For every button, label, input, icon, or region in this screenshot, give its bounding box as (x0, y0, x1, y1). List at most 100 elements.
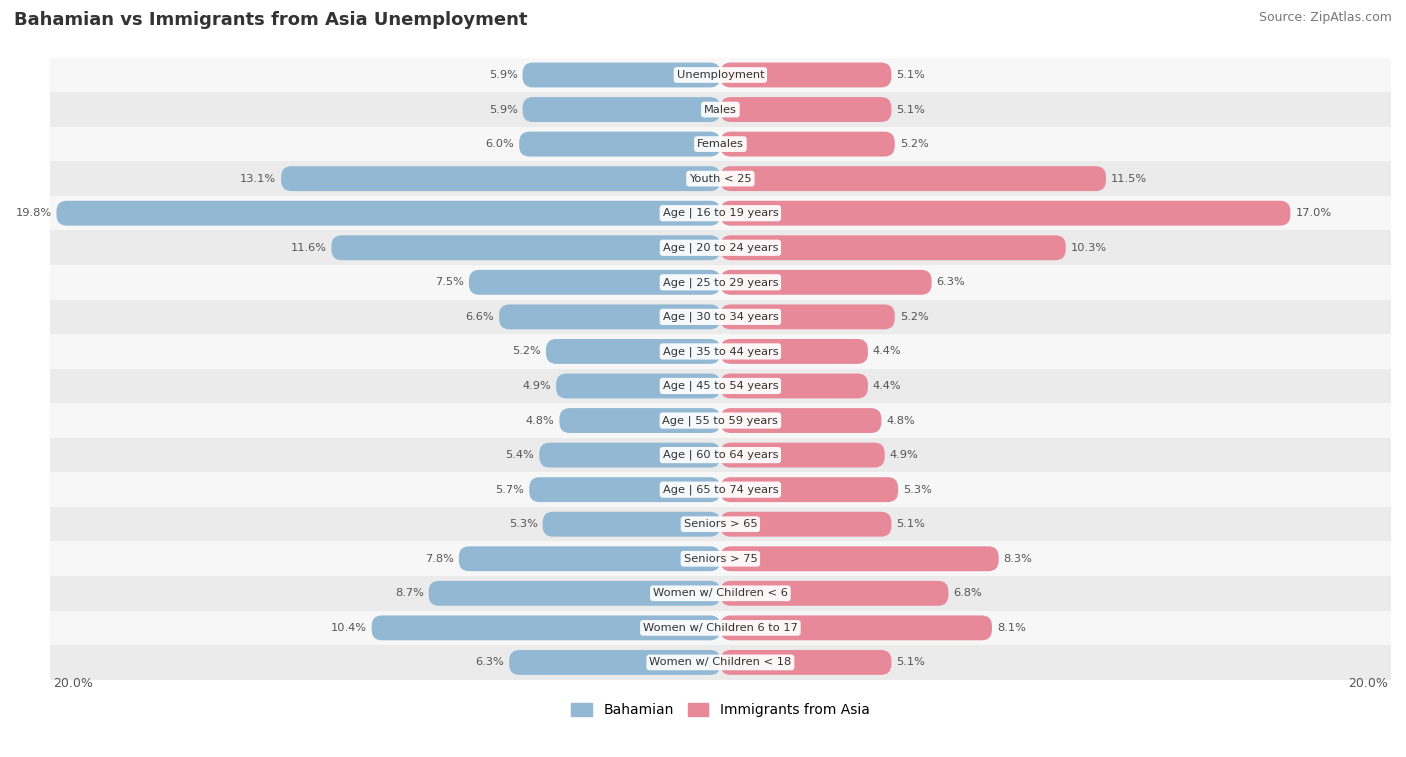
FancyBboxPatch shape (332, 235, 720, 260)
Text: Age | 55 to 59 years: Age | 55 to 59 years (662, 416, 779, 425)
Text: 10.4%: 10.4% (330, 623, 367, 633)
FancyBboxPatch shape (720, 270, 932, 294)
FancyBboxPatch shape (720, 547, 998, 572)
Text: 5.1%: 5.1% (897, 657, 925, 668)
Bar (49, 645, 1391, 680)
Text: 20.0%: 20.0% (1348, 678, 1388, 690)
FancyBboxPatch shape (468, 270, 720, 294)
Bar (49, 507, 1391, 541)
Text: 5.2%: 5.2% (900, 312, 928, 322)
FancyBboxPatch shape (720, 97, 891, 122)
Bar (49, 127, 1391, 161)
Text: 17.0%: 17.0% (1295, 208, 1331, 218)
Text: 5.1%: 5.1% (897, 519, 925, 529)
FancyBboxPatch shape (529, 477, 720, 502)
Text: 10.3%: 10.3% (1071, 243, 1107, 253)
Text: Women w/ Children < 18: Women w/ Children < 18 (650, 657, 792, 668)
FancyBboxPatch shape (720, 373, 868, 398)
Bar (49, 265, 1391, 300)
FancyBboxPatch shape (720, 132, 894, 157)
Text: 5.3%: 5.3% (509, 519, 537, 529)
FancyBboxPatch shape (560, 408, 720, 433)
Text: Males: Males (704, 104, 737, 114)
Text: 4.4%: 4.4% (873, 347, 901, 357)
Text: 6.3%: 6.3% (936, 277, 966, 288)
Text: 5.7%: 5.7% (495, 484, 524, 494)
Text: Age | 25 to 29 years: Age | 25 to 29 years (662, 277, 778, 288)
FancyBboxPatch shape (720, 512, 891, 537)
Text: Age | 20 to 24 years: Age | 20 to 24 years (662, 242, 778, 253)
FancyBboxPatch shape (720, 304, 894, 329)
Text: 20.0%: 20.0% (53, 678, 93, 690)
FancyBboxPatch shape (557, 373, 720, 398)
FancyBboxPatch shape (540, 443, 720, 468)
FancyBboxPatch shape (523, 63, 720, 87)
FancyBboxPatch shape (720, 63, 891, 87)
Text: 6.0%: 6.0% (485, 139, 515, 149)
FancyBboxPatch shape (720, 477, 898, 502)
FancyBboxPatch shape (281, 167, 720, 191)
Text: Source: ZipAtlas.com: Source: ZipAtlas.com (1258, 11, 1392, 24)
Text: Females: Females (697, 139, 744, 149)
Bar (49, 541, 1391, 576)
FancyBboxPatch shape (720, 339, 868, 364)
Legend: Bahamian, Immigrants from Asia: Bahamian, Immigrants from Asia (565, 698, 875, 723)
Text: Bahamian vs Immigrants from Asia Unemployment: Bahamian vs Immigrants from Asia Unemplo… (14, 11, 527, 30)
Bar (49, 472, 1391, 507)
Bar (49, 196, 1391, 230)
Text: 5.2%: 5.2% (900, 139, 928, 149)
Text: Age | 16 to 19 years: Age | 16 to 19 years (662, 208, 779, 219)
FancyBboxPatch shape (429, 581, 720, 606)
Text: 11.6%: 11.6% (291, 243, 326, 253)
FancyBboxPatch shape (546, 339, 720, 364)
FancyBboxPatch shape (720, 201, 1291, 226)
FancyBboxPatch shape (720, 443, 884, 468)
Text: Age | 60 to 64 years: Age | 60 to 64 years (662, 450, 778, 460)
Bar (49, 300, 1391, 334)
Text: 8.7%: 8.7% (395, 588, 423, 598)
FancyBboxPatch shape (371, 615, 720, 640)
FancyBboxPatch shape (56, 201, 720, 226)
Bar (49, 611, 1391, 645)
FancyBboxPatch shape (519, 132, 720, 157)
Text: Women w/ Children < 6: Women w/ Children < 6 (652, 588, 787, 598)
Text: 5.1%: 5.1% (897, 104, 925, 114)
Text: 7.8%: 7.8% (425, 554, 454, 564)
Text: 11.5%: 11.5% (1111, 173, 1147, 184)
Bar (49, 334, 1391, 369)
Text: 7.5%: 7.5% (434, 277, 464, 288)
FancyBboxPatch shape (720, 235, 1066, 260)
FancyBboxPatch shape (458, 547, 720, 572)
Text: 4.8%: 4.8% (526, 416, 554, 425)
Text: Age | 45 to 54 years: Age | 45 to 54 years (662, 381, 778, 391)
Text: 5.9%: 5.9% (489, 70, 517, 80)
Bar (49, 58, 1391, 92)
Text: 8.3%: 8.3% (1004, 554, 1032, 564)
Text: 4.9%: 4.9% (890, 450, 918, 460)
Text: Age | 65 to 74 years: Age | 65 to 74 years (662, 484, 778, 495)
Text: Unemployment: Unemployment (676, 70, 765, 80)
Text: 4.4%: 4.4% (873, 381, 901, 391)
Bar (49, 576, 1391, 611)
FancyBboxPatch shape (720, 167, 1107, 191)
Text: 6.6%: 6.6% (465, 312, 494, 322)
Text: 6.3%: 6.3% (475, 657, 505, 668)
FancyBboxPatch shape (720, 615, 993, 640)
Text: 13.1%: 13.1% (240, 173, 276, 184)
Text: 5.9%: 5.9% (489, 104, 517, 114)
FancyBboxPatch shape (720, 408, 882, 433)
Text: Women w/ Children 6 to 17: Women w/ Children 6 to 17 (643, 623, 797, 633)
Text: 6.8%: 6.8% (953, 588, 983, 598)
FancyBboxPatch shape (499, 304, 720, 329)
Text: 8.1%: 8.1% (997, 623, 1026, 633)
FancyBboxPatch shape (543, 512, 720, 537)
Bar (49, 369, 1391, 403)
Text: 4.8%: 4.8% (886, 416, 915, 425)
Text: Youth < 25: Youth < 25 (689, 173, 752, 184)
Text: Seniors > 75: Seniors > 75 (683, 554, 758, 564)
Text: 19.8%: 19.8% (15, 208, 52, 218)
Text: Age | 30 to 34 years: Age | 30 to 34 years (662, 312, 779, 322)
Text: Seniors > 65: Seniors > 65 (683, 519, 758, 529)
Bar (49, 161, 1391, 196)
FancyBboxPatch shape (720, 581, 949, 606)
